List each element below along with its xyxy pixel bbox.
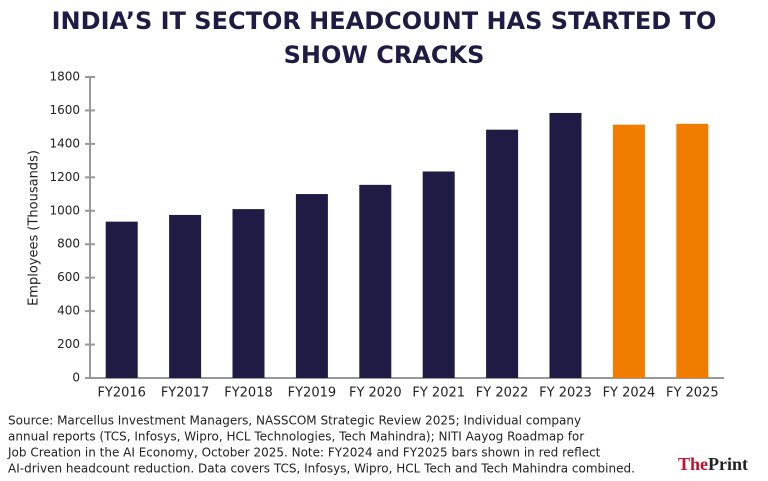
bar (676, 123, 709, 378)
bar (295, 194, 328, 378)
y-tick-label: 1000 (49, 203, 80, 217)
y-tick-label: 1200 (49, 170, 80, 184)
y-tick-label: 600 (57, 270, 80, 284)
bar (612, 124, 645, 379)
source-text: Job Creation in the AI Economy, October … (7, 446, 601, 460)
x-tick-label: FY 2022 (476, 386, 529, 401)
bar (359, 184, 392, 378)
x-tick-label: FY 2023 (539, 386, 592, 401)
x-tick-label: FY 2021 (412, 386, 465, 401)
y-axis-label: Employees (Thousands) (27, 150, 42, 306)
bar (105, 221, 138, 378)
y-tick-label: 0 (72, 371, 80, 385)
chart-title: INDIA’S IT SECTOR HEADCOUNT HAS STARTED … (52, 7, 717, 35)
x-tick-label: FY 2025 (666, 386, 719, 401)
source-text: annual reports (TCS, Infosys, Wipro, HCL… (8, 430, 584, 444)
logo-part: The (678, 454, 708, 474)
y-tick-label: 1400 (49, 136, 80, 150)
x-tick-label: FY2019 (288, 386, 337, 401)
y-tick-label: 200 (57, 337, 80, 351)
y-tick-label: 400 (57, 304, 80, 318)
logo: ThePrint (678, 454, 748, 474)
source-text: Source: Marcellus Investment Managers, N… (8, 414, 581, 428)
bar (422, 171, 455, 378)
y-tick-label: 800 (57, 237, 80, 251)
x-tick-label: FY 2024 (603, 386, 656, 401)
source-text: AI-driven headcount reduction. Data cove… (8, 462, 635, 476)
bar (486, 129, 519, 378)
x-tick-label: FY 2020 (349, 386, 402, 401)
bar (169, 214, 202, 378)
bar (549, 112, 582, 379)
x-tick-label: FY2018 (224, 386, 273, 401)
y-tick-label: 1600 (49, 103, 80, 117)
logo-part: Print (708, 454, 748, 474)
x-tick-label: FY2017 (161, 386, 210, 401)
y-tick-label: 1800 (49, 70, 80, 84)
chart-title: SHOW CRACKS (284, 41, 485, 69)
x-tick-label: FY2016 (97, 386, 146, 401)
bar (232, 209, 265, 378)
